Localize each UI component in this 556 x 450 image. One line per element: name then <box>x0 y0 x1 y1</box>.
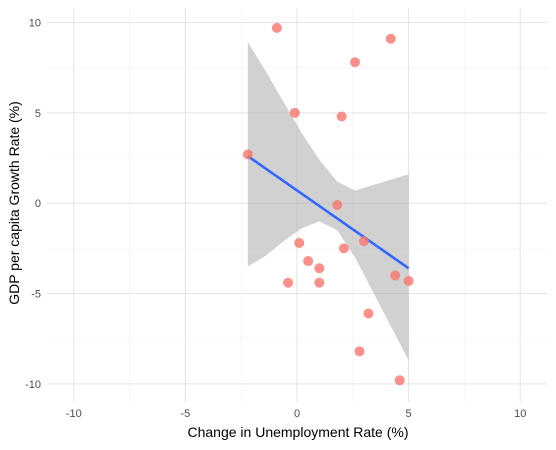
data-point <box>303 256 314 267</box>
trend-line <box>247 155 410 270</box>
x-tick-label: -5 <box>181 408 191 420</box>
x-axis-title: Change in Unemployment Rate (%) <box>188 424 409 440</box>
x-tick-label: -10 <box>66 408 82 420</box>
data-point <box>289 107 300 118</box>
y-tick-label: -10 <box>25 379 41 391</box>
data-points <box>242 22 414 386</box>
confidence-band <box>247 42 409 361</box>
data-point <box>394 375 405 386</box>
x-tick-label: 5 <box>406 408 412 420</box>
data-point <box>294 237 305 248</box>
y-tick-label: 0 <box>35 198 41 210</box>
y-axis-title: GDP per capita Growth Rate (%) <box>6 101 22 305</box>
grid <box>47 8 547 402</box>
data-point <box>242 149 253 160</box>
data-point <box>283 277 294 288</box>
y-tick-label: -5 <box>31 289 41 301</box>
data-point <box>336 111 347 122</box>
data-point <box>338 243 349 254</box>
y-tick-label: 10 <box>29 17 41 29</box>
data-point <box>271 22 282 33</box>
x-tick-label: 10 <box>514 408 526 420</box>
data-point <box>354 346 365 357</box>
x-tick-label: 0 <box>294 408 300 420</box>
y-tick-labels: 10 5 0 -5 -10 <box>25 17 41 390</box>
data-point <box>363 308 374 319</box>
data-point <box>350 57 361 68</box>
data-point <box>390 270 401 281</box>
y-tick-label: 5 <box>35 108 41 120</box>
data-point <box>385 33 396 44</box>
x-tick-labels: -10 -5 0 5 10 <box>66 408 527 420</box>
data-point <box>403 275 414 286</box>
data-point <box>314 263 325 274</box>
data-point <box>332 200 343 210</box>
data-point <box>314 277 325 288</box>
data-point <box>358 236 369 247</box>
